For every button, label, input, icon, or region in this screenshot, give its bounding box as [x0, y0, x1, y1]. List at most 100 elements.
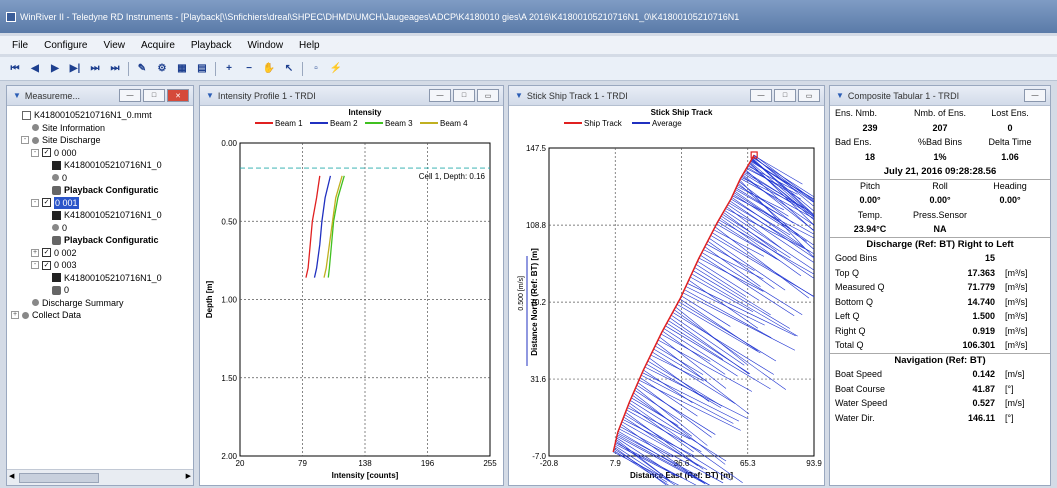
node-icon [32, 136, 39, 144]
tree-node[interactable]: - ✓ 0 000 [11, 147, 189, 160]
restore-button[interactable]: ▭ [798, 89, 820, 102]
grid-icon[interactable]: ▦ [177, 63, 187, 74]
water-velocity-stick [752, 157, 815, 215]
lightning-icon[interactable]: ⚡ [329, 63, 343, 74]
water-velocity-stick [746, 166, 801, 200]
maximize-button[interactable]: □ [143, 89, 165, 102]
menu-view[interactable]: View [103, 39, 125, 51]
collapse-icon[interactable]: - [31, 261, 39, 270]
minimize-button[interactable]: — [1024, 89, 1046, 102]
scroll-right-icon[interactable]: ▶ [185, 473, 191, 480]
toolbar-separator [128, 61, 129, 76]
scroll-left-icon[interactable]: ◀ [9, 473, 15, 480]
prev-icon[interactable]: ◀ [31, 63, 39, 74]
water-velocity-stick [623, 416, 699, 467]
water-velocity-stick [663, 328, 738, 377]
checkbox-icon[interactable]: ✓ [42, 198, 51, 208]
tree-node[interactable]: 0 [11, 172, 189, 185]
disk-icon [52, 210, 61, 220]
lost-ens-value: 0 [1007, 122, 1013, 133]
checkbox-icon[interactable]: ✓ [42, 248, 51, 258]
menu-acquire[interactable]: Acquire [140, 39, 175, 51]
checkbox-icon[interactable]: ✓ [42, 148, 51, 158]
cell-label: Boat Course [835, 383, 886, 394]
disabled-icon[interactable]: ▫ [314, 63, 318, 74]
attitude-header-row: Pitch Roll Heading [830, 178, 1050, 194]
last-icon[interactable]: ⏭ [110, 63, 120, 74]
tree-node[interactable]: 0 [11, 284, 189, 297]
cell-label: Right Q [835, 325, 866, 336]
press-sensor-value: NA [933, 224, 947, 235]
tree-node[interactable]: + Collect Data [11, 309, 189, 322]
checkbox-icon[interactable]: ✓ [42, 260, 51, 270]
collapse-icon[interactable]: - [31, 198, 39, 207]
water-velocity-stick [633, 392, 726, 465]
intensity-title: Intensity Profile 1 - TRDI [217, 90, 316, 101]
cell-label: Measured Q [835, 282, 885, 293]
scroll-thumb[interactable] [19, 473, 99, 483]
tree-node[interactable]: K41800105210716N1_0.mmt [11, 109, 189, 122]
table-row: Top Q 17.363 [m³/s] [830, 266, 1050, 281]
tree-node[interactable]: Discharge Summary [11, 297, 189, 310]
expand-icon[interactable]: + [11, 311, 19, 320]
table-icon[interactable]: ▤ [197, 63, 207, 74]
next-icon[interactable]: ▶| [69, 63, 81, 74]
y-tick-label: 1.00 [221, 296, 237, 305]
maximize-button[interactable]: □ [774, 89, 796, 102]
x-axis-label: Intensity [counts] [332, 471, 399, 480]
tree-node[interactable]: - Site Discharge [11, 134, 189, 147]
menu-playback[interactable]: Playback [190, 39, 232, 51]
menu-window[interactable]: Window [247, 39, 284, 51]
water-velocity-stick [701, 252, 803, 316]
close-button[interactable]: ✕ [167, 89, 189, 102]
play-icon[interactable]: ▶ [51, 63, 59, 74]
water-velocity-stick [714, 226, 810, 299]
y-axis-label: Depth [m] [205, 281, 214, 319]
minimize-button[interactable]: — [119, 89, 141, 102]
press-sensor-label: Press.Sensor [912, 209, 968, 220]
collapse-icon[interactable]: - [21, 136, 29, 145]
water-velocity-stick [745, 169, 815, 232]
horizontal-scrollbar[interactable]: ◀ ▶ [7, 469, 193, 485]
y-axis-label: Distance North (Ref: BT) [m] [530, 248, 539, 356]
minimize-button[interactable]: — [750, 89, 772, 102]
tree-node[interactable]: + ✓ 0 002 [11, 247, 189, 260]
tree-node[interactable]: Playback Configuratic [11, 184, 189, 197]
menu-help[interactable]: Help [299, 39, 320, 51]
collapse-icon[interactable]: - [31, 148, 39, 157]
tree-node[interactable]: Playback Configuratic [11, 234, 189, 247]
beam-profile-line [323, 175, 343, 278]
tree-node[interactable]: 0 [11, 222, 189, 235]
water-velocity-stick [695, 264, 747, 297]
zoom-in-icon[interactable]: + [226, 63, 232, 74]
config-icon[interactable]: ⚙ [157, 63, 167, 74]
pointer-icon[interactable]: ↖ [284, 63, 294, 74]
zoom-out-icon[interactable]: − [246, 63, 252, 74]
tree-node[interactable]: - ✓ 0 003 [11, 259, 189, 272]
cell-label: Boat Speed [835, 369, 883, 380]
water-velocity-stick [749, 162, 815, 226]
water-velocity-stick [672, 312, 774, 375]
fast-next-icon[interactable]: ⏭ [90, 63, 100, 74]
tree-node[interactable]: K41800105210716N1_0 [11, 159, 189, 172]
pan-icon[interactable]: ✋ [262, 63, 276, 74]
water-velocity-stick [666, 322, 724, 360]
first-icon[interactable]: ⏮ [10, 63, 20, 74]
water-velocity-stick [662, 330, 726, 375]
tree-node[interactable]: - ✓ 0 001 [11, 196, 189, 209]
restore-button[interactable]: ▭ [477, 89, 499, 102]
water-velocity-stick [681, 295, 731, 327]
water-velocity-stick [729, 200, 815, 259]
menu-configure[interactable]: Configure [44, 39, 88, 51]
tree-node[interactable]: K41800105210716N1_0 [11, 272, 189, 285]
water-velocity-stick [656, 342, 750, 415]
measure-icon[interactable]: ✎ [137, 63, 147, 74]
tree-node[interactable]: Site Information [11, 122, 189, 135]
minimize-button[interactable]: — [429, 89, 451, 102]
expand-icon[interactable]: + [31, 248, 39, 257]
water-velocity-stick [704, 246, 761, 287]
water-velocity-stick [620, 423, 706, 485]
menu-file[interactable]: File [12, 39, 29, 51]
tree-node[interactable]: K41800105210716N1_0 [11, 209, 189, 222]
maximize-button[interactable]: □ [453, 89, 475, 102]
